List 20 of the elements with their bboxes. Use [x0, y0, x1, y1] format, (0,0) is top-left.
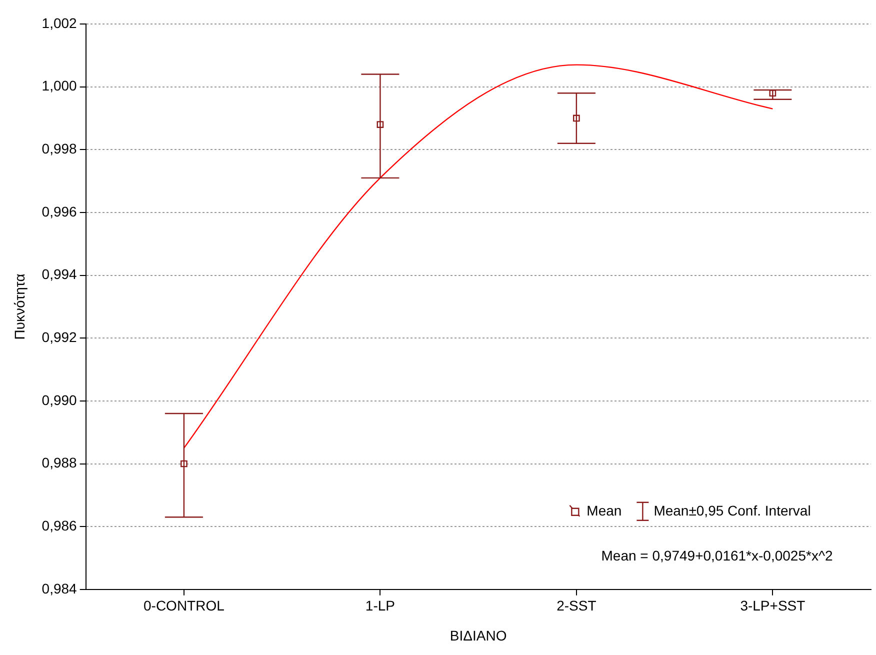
line-series	[183, 64, 774, 449]
y-tick-label: 0,986	[42, 517, 78, 534]
x-tick-label: 0-CONTROL	[144, 598, 225, 614]
x-tick-label: 1-LP	[365, 598, 395, 614]
x-tick-label: 3-LP+SST	[740, 598, 806, 614]
annotation: Mean = 0,9749+0,0161*x-0,0025*x^2	[601, 547, 834, 564]
y-tick-label: 1,002	[42, 14, 78, 31]
x-tick-label: 2-SST	[556, 598, 597, 614]
y-tick-label: 0,996	[42, 203, 78, 220]
y-tick-label: 1,000	[42, 78, 78, 94]
legend-label: Mean	[586, 502, 622, 518]
y-axis-title: Πυκνότητα	[11, 274, 28, 340]
y-tick-label: 0,992	[42, 328, 78, 345]
y-tick-label: 0,984	[42, 580, 78, 596]
x-axis-title: ΒΙΔΙΑΝΟ	[450, 627, 507, 644]
y-tick-label: 0,994	[42, 266, 78, 282]
y-tick-label: 0,990	[42, 392, 78, 408]
y-tick-label: 0,988	[42, 454, 78, 471]
annotation: Mean±0,95 Conf. Interval	[654, 502, 811, 518]
y-tick-label: 0,998	[42, 140, 78, 157]
